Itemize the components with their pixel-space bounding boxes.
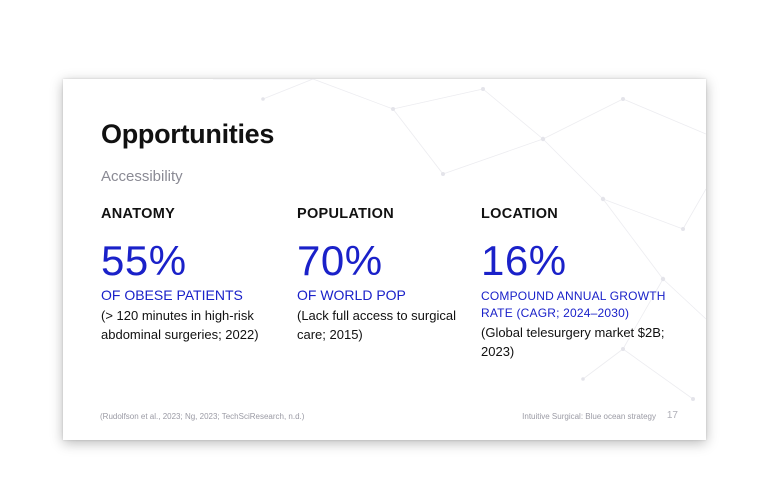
stat-note: (Global telesurgery market $2B; 2023) xyxy=(481,325,665,359)
stat-note: (Lack full access to surgical care; 2015… xyxy=(297,308,456,342)
slide-title: Opportunities xyxy=(101,119,275,149)
stat-value: 70% xyxy=(297,237,383,284)
stat-column-anatomy: ANATOMY 55% OF OBESE PATIENTS (> 120 min… xyxy=(101,206,281,344)
stat-note: (> 120 minutes in high-risk abdominal su… xyxy=(101,308,259,342)
footer-title: Intuitive Surgical: Blue ocean strategy xyxy=(522,412,656,421)
footer-citation: (Rudolfson et al., 2023; Ng, 2023; TechS… xyxy=(100,412,305,421)
slide: Opportunities Accessibility ANATOMY 55% … xyxy=(63,79,706,440)
stat-label: OF WORLD POP xyxy=(297,287,406,303)
stat-heading: ANATOMY xyxy=(101,206,176,222)
stat-value: 55% xyxy=(101,237,187,284)
stat-column-location: LOCATION 16% COMPOUND ANNUAL GROWTH RATE… xyxy=(481,206,681,361)
stat-value: 16% xyxy=(481,237,567,284)
stat-heading: POPULATION xyxy=(297,206,394,222)
stat-label: COMPOUND ANNUAL GROWTH RATE (CAGR; 2024–… xyxy=(481,289,666,320)
stat-column-population: POPULATION 70% OF WORLD POP (Lack full a… xyxy=(297,206,467,344)
stat-heading: LOCATION xyxy=(481,206,559,222)
stat-label: OF OBESE PATIENTS xyxy=(101,287,243,303)
network-background-graphic xyxy=(213,79,706,401)
page-number: 17 xyxy=(666,410,678,421)
slide-subtitle: Accessibility xyxy=(101,168,183,185)
